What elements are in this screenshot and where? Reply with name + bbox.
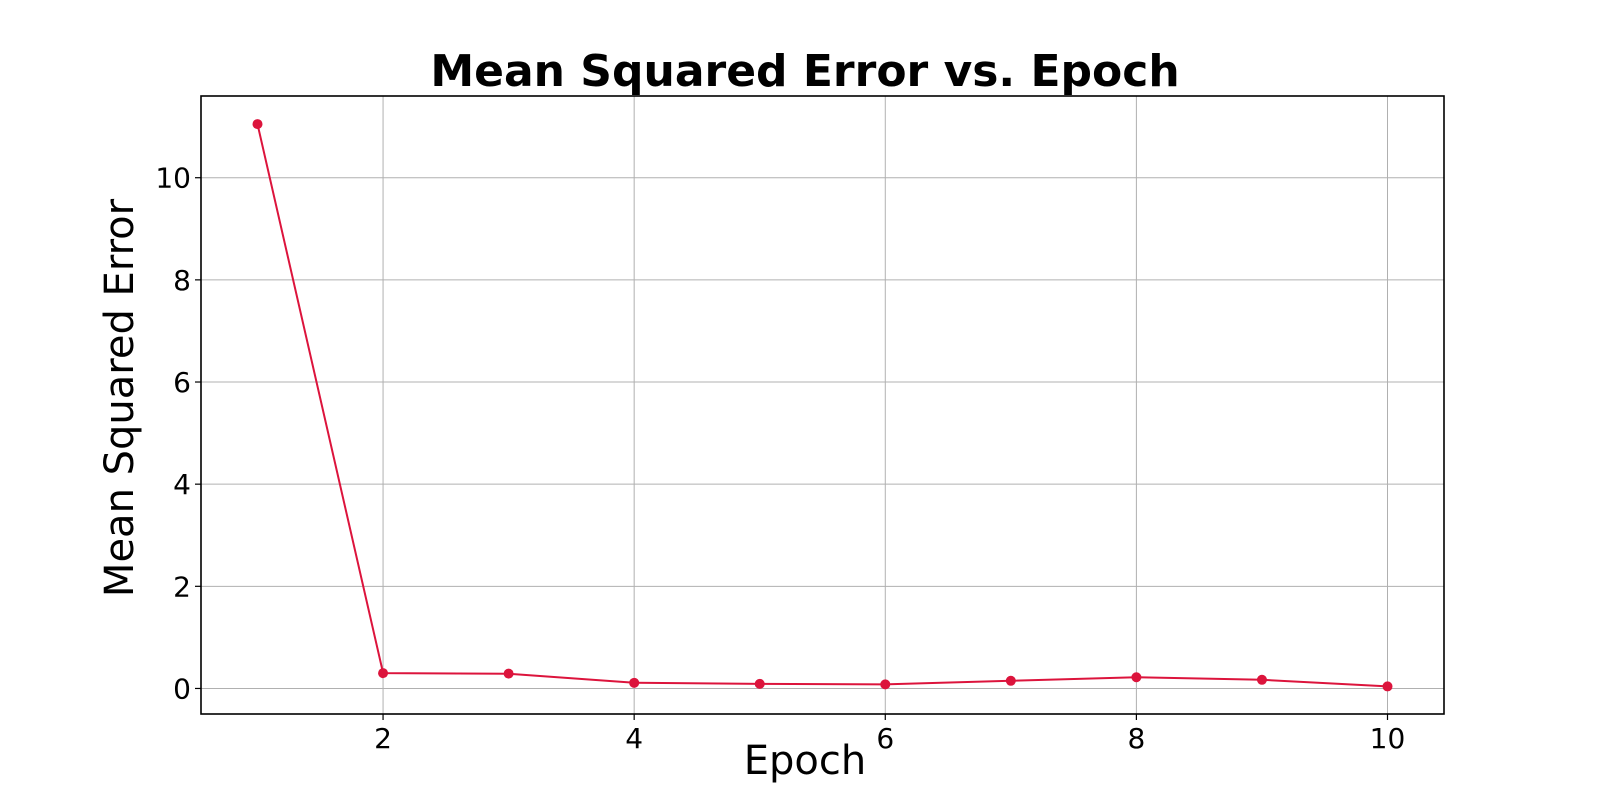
x-tick-label: 8 [1127, 722, 1145, 755]
y-tick-label: 10 [155, 162, 191, 195]
data-point [629, 677, 640, 688]
plot-frame [200, 95, 1445, 715]
data-point [1005, 675, 1016, 686]
x-tick-label: 2 [374, 722, 392, 755]
chart-title: Mean Squared Error vs. Epoch [430, 46, 1179, 97]
data-point [880, 679, 891, 690]
y-tick-label: 4 [173, 468, 191, 501]
x-tick-label: 6 [876, 722, 894, 755]
data-point [503, 668, 514, 679]
x-tick-label: 10 [1370, 722, 1406, 755]
y-tick-label: 6 [173, 366, 191, 399]
y-axis-label: Mean Squared Error [97, 198, 143, 597]
y-tick-label: 0 [173, 672, 191, 705]
data-point [1256, 674, 1267, 685]
data-point [378, 668, 389, 679]
data-point [1131, 672, 1142, 683]
axis-ticks: 2 4 6 8 10 0 2 4 6 8 10 [155, 162, 1405, 755]
data-point [754, 678, 765, 689]
series-layer [252, 119, 1393, 692]
x-axis-label: Epoch [744, 738, 866, 784]
data-point [252, 119, 263, 130]
data-point [1382, 681, 1393, 692]
y-tick-label: 2 [173, 570, 191, 603]
series-line [256, 123, 1388, 688]
y-tick-label: 8 [173, 264, 191, 297]
grid [201, 96, 1444, 714]
x-tick-label: 4 [625, 722, 643, 755]
